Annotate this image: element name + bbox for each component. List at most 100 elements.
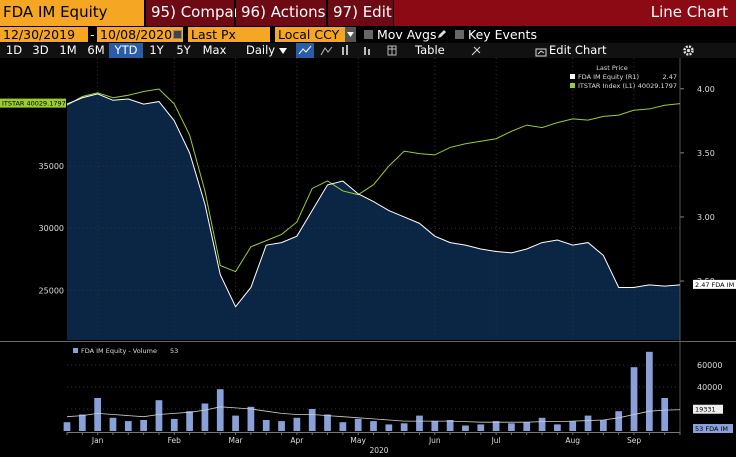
- end-date[interactable]: 10/08/2020: [97, 27, 183, 42]
- line-series: [66, 93, 681, 308]
- period-button[interactable]: 1M: [59, 43, 77, 57]
- volume-bar: [385, 424, 393, 431]
- volume-bar: [63, 422, 71, 431]
- volume-tag: 53 FDA IM: [695, 425, 728, 433]
- price-field[interactable]: Last Px: [188, 27, 270, 42]
- ma-tag: 19331: [695, 406, 716, 414]
- dropdown-arrow: [279, 48, 288, 54]
- volume-bar: [492, 421, 500, 431]
- edit-icon[interactable]: [470, 45, 482, 57]
- legend-label: FDA IM Equity (R1): [578, 73, 639, 81]
- left-tag: ITSTAR 40029.1797: [2, 100, 66, 108]
- volume-bar: [600, 420, 607, 431]
- x-tick-label: Feb: [168, 436, 182, 445]
- frequency[interactable]: Daily: [246, 43, 288, 58]
- x-tick-label: Jan: [91, 436, 104, 445]
- volume-bar: [523, 422, 531, 431]
- volume-bar: [78, 414, 86, 431]
- volume-bar: [140, 420, 147, 431]
- label: 97) Edit: [333, 3, 392, 21]
- x-tick-label: Jun: [428, 436, 441, 445]
- chart-type-icons[interactable]: [296, 43, 416, 58]
- volume-bar: [615, 411, 623, 431]
- x-tick-label: Jul: [491, 436, 501, 445]
- volume-bar: [462, 425, 469, 431]
- y-tick-label: 40000: [697, 383, 722, 392]
- legend-label: FDA IM Equity - Volume: [81, 347, 157, 355]
- volume-bar: [170, 418, 178, 431]
- x-tick-label: Aug: [565, 436, 580, 445]
- legend-value: 53: [170, 347, 178, 355]
- volume-bar: [94, 398, 102, 431]
- y-tick-label: 35000: [39, 162, 64, 171]
- volume-bar: [645, 351, 653, 431]
- pencil-icon[interactable]: [436, 28, 448, 40]
- legend-swatch: [570, 74, 575, 79]
- checkbox[interactable]: [455, 30, 464, 39]
- volume-bar: [477, 424, 485, 431]
- volume-bar: [293, 417, 301, 431]
- edit-button[interactable]: 97) Edit: [328, 0, 406, 26]
- settings-icon[interactable]: [682, 44, 695, 57]
- period-button[interactable]: 5Y: [176, 43, 191, 57]
- volume-bar: [538, 417, 546, 431]
- volume-bar: [155, 400, 163, 431]
- volume-bar: [324, 414, 331, 431]
- view-title: Line Chart: [394, 0, 736, 26]
- checkbox[interactable]: [364, 30, 373, 39]
- volume-bar: [630, 367, 638, 431]
- label: Daily: [246, 43, 276, 57]
- y-tick-label: 30000: [39, 224, 64, 233]
- ticker-field[interactable]: FDA IM Equity: [0, 0, 144, 26]
- volume-bar: [308, 409, 316, 431]
- compare-button[interactable]: 95) Compare: [146, 0, 249, 26]
- dropdown-arrow: [347, 32, 354, 37]
- x-tick-label: Sep: [627, 436, 641, 445]
- left-tag-bg: [0, 98, 66, 108]
- y-tick-label: 60000: [697, 361, 722, 370]
- volume-bar: [232, 415, 239, 431]
- y2-tick-label: 3.00: [697, 213, 715, 222]
- mov-avgs[interactable]: Mov Avgs: [377, 27, 437, 42]
- period-button[interactable]: 1D: [5, 43, 23, 57]
- volume-bar: [247, 406, 255, 431]
- period-button[interactable]: 6M: [87, 43, 105, 57]
- date-dash: -: [90, 27, 95, 42]
- period-button[interactable]: Max: [202, 43, 227, 57]
- volume-bar: [431, 421, 439, 431]
- calendar-icon[interactable]: [173, 30, 182, 39]
- x-axis-label: 2020: [369, 446, 388, 455]
- period-button[interactable]: 1Y: [149, 43, 164, 57]
- volume-bar: [339, 422, 347, 431]
- legend-label: ITSTAR Index (L1): [578, 82, 635, 90]
- actions-button[interactable]: 96) Actions: [236, 0, 340, 26]
- right-tag: 2.47 FDA IM: [695, 281, 734, 289]
- volume-bar: [216, 389, 224, 431]
- label: 96) Actions: [241, 3, 326, 21]
- volume-bar: [416, 415, 423, 431]
- period-button[interactable]: 3D: [32, 43, 49, 57]
- y2-tick-label: 4.00: [697, 85, 715, 94]
- volume-bar: [661, 398, 669, 431]
- moving-average: [66, 406, 681, 423]
- legend-swatch: [570, 83, 575, 88]
- key-events[interactable]: Key Events: [468, 27, 537, 42]
- currency-dropdown[interactable]: [345, 27, 356, 42]
- edit-chart-button[interactable]: Edit Chart: [549, 43, 607, 57]
- y2-tick-label: 3.50: [697, 149, 715, 158]
- tag-bg: [693, 424, 733, 433]
- legend-value: 2.47: [663, 73, 677, 81]
- x-tick-label: Mar: [228, 436, 243, 445]
- volume-bar: [584, 415, 592, 431]
- volume-bar: [569, 421, 577, 431]
- table-button[interactable]: Table: [415, 43, 445, 57]
- edit-chart-icon[interactable]: [535, 45, 547, 57]
- volume-bar: [262, 420, 270, 431]
- legend-swatch: [73, 348, 78, 353]
- currency-field[interactable]: Local CCY: [275, 27, 345, 42]
- x-tick-label: May: [350, 436, 366, 445]
- start-date[interactable]: 12/30/2019: [0, 27, 88, 42]
- period-button[interactable]: YTD: [109, 43, 143, 58]
